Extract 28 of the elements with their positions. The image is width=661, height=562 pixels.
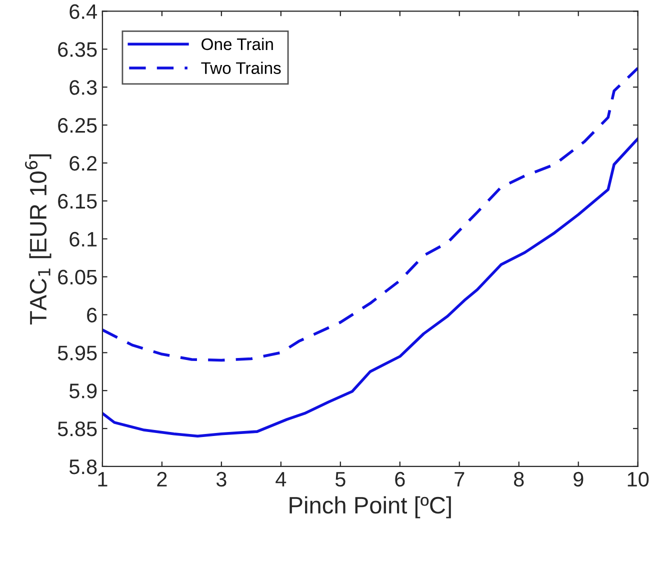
x-tick-label: 4 (276, 472, 286, 486)
x-tick-label: 1 (98, 472, 108, 486)
legend-label: Two Trains (201, 62, 281, 74)
y-tick-label: 5.95 (58, 346, 97, 360)
x-tick-label: 5 (335, 472, 346, 487)
x-tick-label: 7 (454, 472, 464, 486)
y-tick-label: 6.05 (58, 270, 97, 285)
x-tick-label: 6 (395, 472, 405, 487)
y-tick-label: 6.15 (58, 194, 97, 209)
y-tick-label: 6 (87, 308, 97, 322)
legend-label: One Train (202, 38, 273, 50)
x-tick-label: 10 (628, 472, 649, 487)
line-series (102, 137, 638, 438)
x-tick-label: 9 (574, 472, 584, 487)
y-tick-label: 5.9 (69, 384, 97, 398)
y-tick-label: 5.8 (69, 459, 97, 474)
y-tick-label: 5.85 (58, 422, 97, 436)
y-axis-title: TAC$_{1}$ [EUR 10$^{6}$] (25, 154, 52, 324)
y-tick-label: 6.1 (70, 232, 97, 247)
y-tick-label: 6.3 (70, 80, 97, 95)
y-tick-label: 6.35 (58, 42, 97, 57)
y-tick-label: 6.25 (58, 118, 97, 133)
y-tick-label: 6.4 (70, 4, 97, 19)
y-tick-label: 6.2 (70, 156, 97, 171)
x-tick-label: 8 (514, 472, 524, 487)
x-tick-label: 3 (216, 472, 226, 487)
x-axis-title: Pinch Point [ºC] (290, 496, 451, 518)
x-tick-label: 2 (157, 472, 167, 486)
